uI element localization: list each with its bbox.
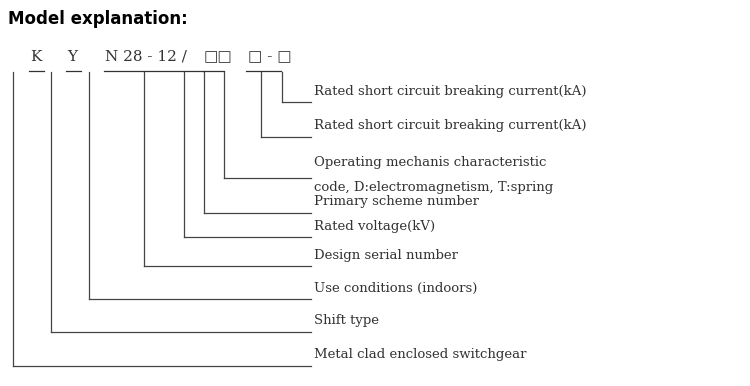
Text: Use conditions (indoors): Use conditions (indoors) [314,281,478,295]
Text: code, D:electromagnetism, T:spring: code, D:electromagnetism, T:spring [314,181,554,194]
Text: Model explanation:: Model explanation: [8,10,188,28]
Text: Rated short circuit breaking current(kA): Rated short circuit breaking current(kA) [314,119,586,132]
Text: Design serial number: Design serial number [314,249,458,262]
Text: Shift type: Shift type [314,314,380,327]
Text: Rated short circuit breaking current(kA): Rated short circuit breaking current(kA) [314,85,586,98]
Text: K: K [30,50,41,64]
Text: Y: Y [68,50,77,64]
Text: Primary scheme number: Primary scheme number [314,195,479,208]
Text: Operating mechanis characteristic: Operating mechanis characteristic [314,156,547,169]
Text: Rated voltage(kV): Rated voltage(kV) [314,220,435,233]
Text: □ - □: □ - □ [248,50,291,64]
Text: N 28 - 12 /: N 28 - 12 / [105,50,187,64]
Text: □□: □□ [204,50,232,64]
Text: Metal clad enclosed switchgear: Metal clad enclosed switchgear [314,348,526,361]
